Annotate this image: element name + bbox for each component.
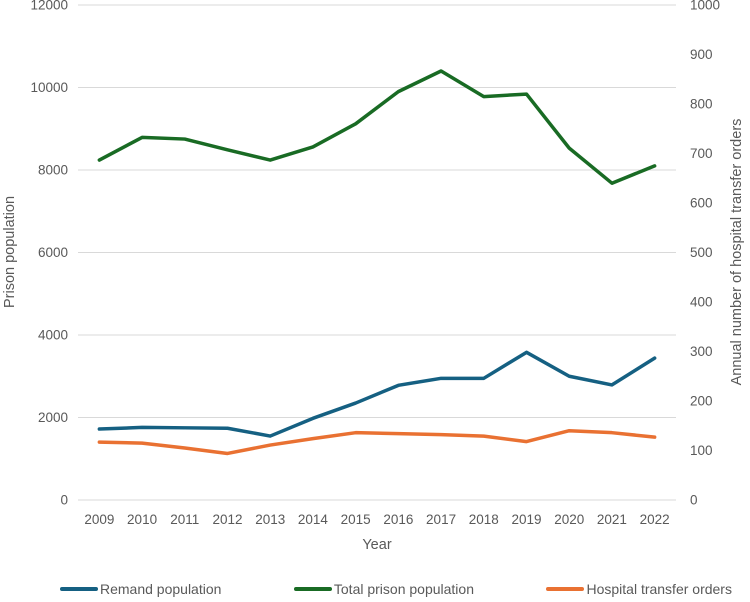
x-axis-tick-label: 2011 bbox=[170, 512, 199, 527]
x-axis-tick-label: 2010 bbox=[127, 512, 157, 527]
y-axis-right-tick-label: 800 bbox=[690, 97, 713, 112]
series-line-total-prison-population bbox=[97, 69, 657, 185]
y-axis-right-ticks: 0 100 200 300 400 500 600 700 800 900 1000 bbox=[690, 0, 720, 508]
y-axis-right-tick-label: 300 bbox=[690, 344, 713, 359]
x-axis-tick-label: 2013 bbox=[255, 512, 285, 527]
y-axis-right-tick-label: 700 bbox=[690, 146, 713, 161]
legend-swatch-icon bbox=[546, 587, 585, 591]
legend-swatch-icon bbox=[293, 587, 332, 591]
series-line-remand-population bbox=[97, 350, 657, 438]
x-axis-tick-label: 2017 bbox=[426, 512, 456, 527]
y-axis-left-tick-label: 4000 bbox=[38, 328, 68, 343]
y-axis-left-tick-label: 0 bbox=[60, 493, 68, 508]
y-axis-right-tick-label: 200 bbox=[690, 394, 713, 409]
y-axis-right-tick-label: 600 bbox=[690, 196, 713, 211]
y-axis-right-title: Annual number of hospital transfer order… bbox=[729, 119, 745, 386]
gridlines-group bbox=[78, 4, 676, 501]
legend-item-total-prison-population: Total prison population bbox=[293, 581, 474, 597]
legend-item-remand-population: Remand population bbox=[60, 581, 221, 597]
chart-canvas: 0 2000 4000 6000 8000 10000 12000 0 100 200 300 40… bbox=[2, 0, 745, 553]
legend-item-hospital-transfer-orders: Hospital transfer orders bbox=[546, 581, 732, 597]
y-axis-left-tick-label: 6000 bbox=[38, 245, 68, 260]
x-axis-tick-label: 2014 bbox=[298, 512, 329, 527]
y-axis-left-title: Prison population bbox=[2, 196, 18, 308]
x-axis-tick-label: 2018 bbox=[469, 512, 499, 527]
series-group bbox=[97, 69, 657, 456]
y-axis-left-tick-label: 8000 bbox=[38, 163, 68, 178]
y-axis-right-tick-label: 500 bbox=[690, 245, 713, 260]
y-axis-right-tick-label: 900 bbox=[690, 47, 713, 62]
legend-label: Remand population bbox=[100, 581, 222, 597]
y-axis-right-tick-label: 0 bbox=[690, 493, 698, 508]
x-axis-tick-label: 2019 bbox=[511, 512, 541, 527]
x-axis-tick-label: 2015 bbox=[341, 512, 371, 527]
y-axis-left-ticks: 0 2000 4000 6000 8000 10000 12000 bbox=[30, 0, 68, 508]
legend-swatch-icon bbox=[60, 587, 98, 591]
x-axis-tick-label: 2020 bbox=[554, 512, 584, 527]
x-axis-tick-label: 2016 bbox=[383, 512, 413, 527]
x-axis-title: Year bbox=[362, 537, 391, 553]
x-axis-tick-label: 2012 bbox=[212, 512, 242, 527]
legend-label: Hospital transfer orders bbox=[586, 581, 732, 597]
y-axis-right-tick-label: 1000 bbox=[690, 0, 720, 13]
x-axis-ticks: 2009 2010 2011 2012 2013 2014 2015 2016 2017 2018… bbox=[84, 512, 669, 527]
y-axis-left-tick-label: 2000 bbox=[38, 410, 68, 425]
y-axis-right-tick-label: 100 bbox=[690, 443, 713, 458]
chart-legend: Remand population Total prison population… bbox=[0, 576, 750, 602]
series-line-hospital-transfer-orders bbox=[97, 428, 657, 456]
x-axis-tick-label: 2009 bbox=[84, 512, 114, 527]
y-axis-right-tick-label: 400 bbox=[690, 295, 713, 310]
x-axis-tick-label: 2021 bbox=[597, 512, 627, 527]
x-axis-tick-label: 2022 bbox=[640, 512, 670, 527]
y-axis-left-tick-label: 10000 bbox=[30, 80, 68, 95]
legend-label: Total prison population bbox=[333, 581, 474, 597]
y-axis-left-tick-label: 12000 bbox=[30, 0, 68, 13]
